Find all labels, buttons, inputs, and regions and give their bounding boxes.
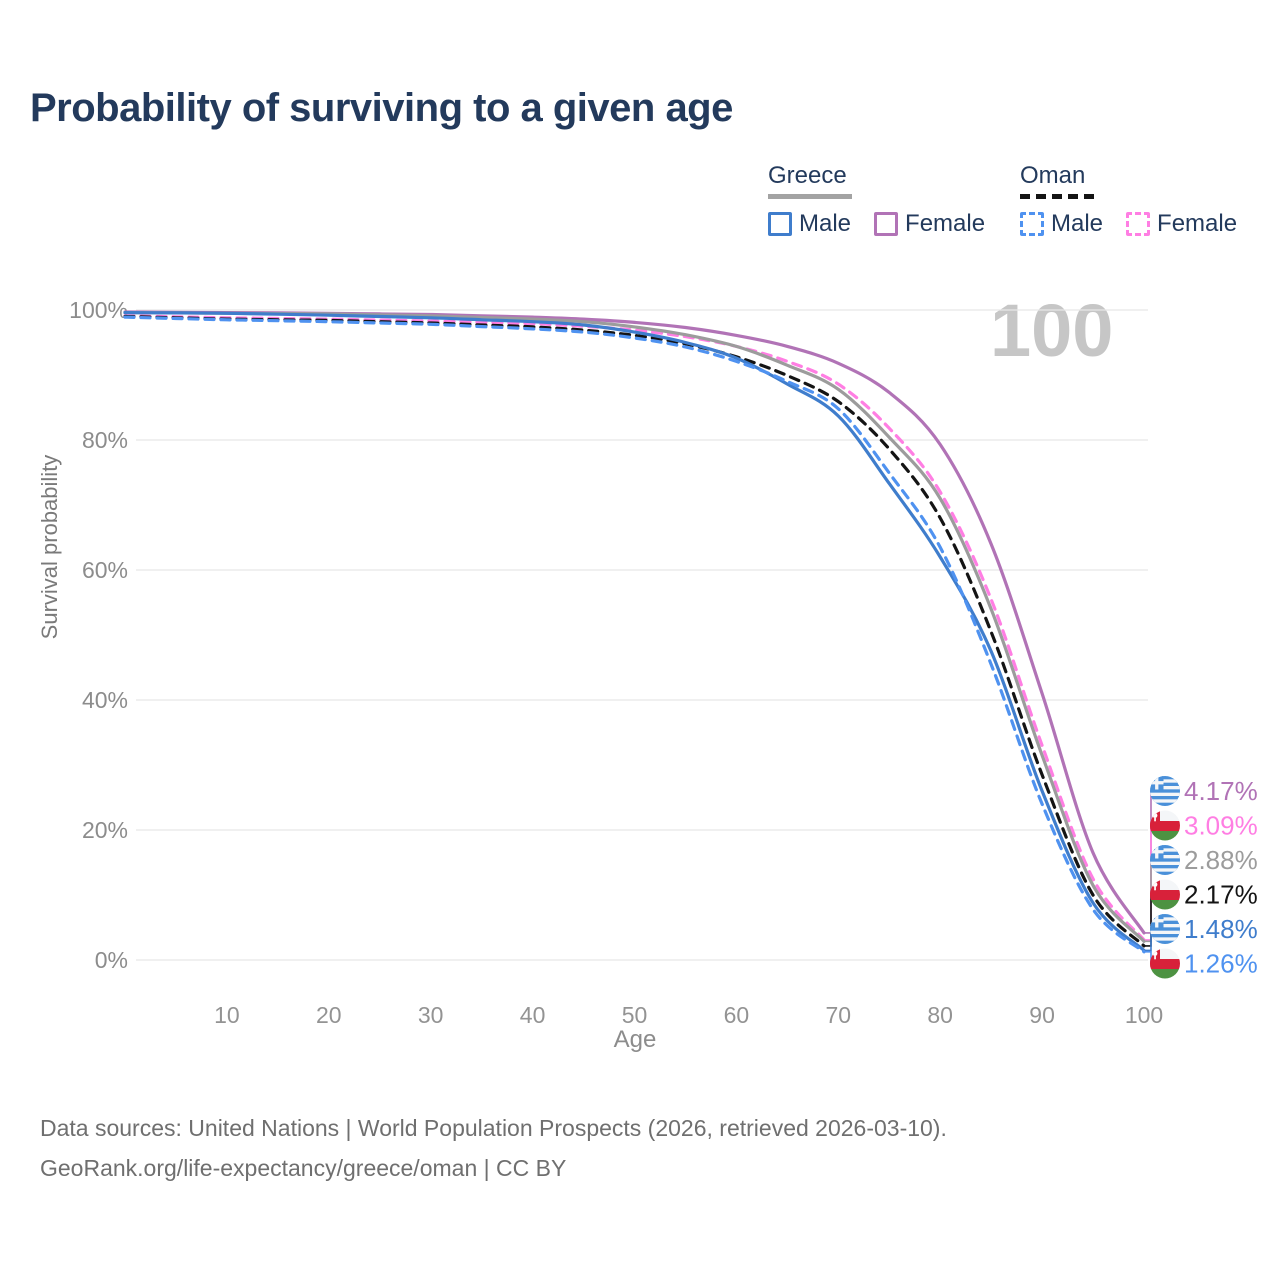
oman-flag-icon bbox=[1150, 948, 1180, 979]
greece-flag-icon bbox=[1150, 845, 1180, 875]
page-title: Probability of surviving to a given age bbox=[30, 86, 733, 130]
x-tick-70: 70 bbox=[826, 1002, 852, 1028]
end-label-value-oman_female: 3.09% bbox=[1184, 811, 1258, 841]
y-axis-title: Survival probability bbox=[37, 454, 62, 640]
end-label-greece_male: 1.48% bbox=[1145, 914, 1258, 952]
end-label-greece_total: 2.88% bbox=[1145, 845, 1258, 943]
legend-label-greece-male[interactable]: Male bbox=[799, 210, 852, 237]
y-tick-20: 20% bbox=[82, 817, 128, 843]
x-tick-20: 20 bbox=[316, 1002, 342, 1028]
oman-flag-icon bbox=[1150, 810, 1180, 841]
legend-checkbox-oman-female[interactable] bbox=[1126, 212, 1151, 236]
footer-data-sources: Data sources: United Nations | World Pop… bbox=[40, 1115, 947, 1141]
x-tick-40: 40 bbox=[520, 1002, 546, 1028]
legend-linestyle-oman bbox=[1020, 194, 1094, 199]
age-watermark: 100 bbox=[990, 289, 1114, 372]
legend-country-oman[interactable]: Oman bbox=[1020, 162, 1086, 189]
legend-checkbox-oman-male[interactable] bbox=[1020, 212, 1044, 236]
series-line-greece_male[interactable] bbox=[123, 311, 1146, 952]
x-tick-60: 60 bbox=[724, 1002, 750, 1028]
y-tick-60: 60% bbox=[82, 557, 128, 583]
y-tick-0: 0% bbox=[95, 947, 128, 973]
legend-checkbox-greece-male[interactable] bbox=[768, 212, 792, 236]
footer-attribution-link: GeoRank.org/life-expectancy/greece/oman … bbox=[40, 1155, 567, 1181]
x-tick-100: 100 bbox=[1125, 1002, 1163, 1028]
footer: Data sources: United Nations | World Pop… bbox=[40, 1108, 947, 1188]
end-label-oman_total: 2.17% bbox=[1145, 879, 1258, 947]
x-axis-title: Age bbox=[613, 1026, 657, 1053]
oman-flag-icon bbox=[1150, 879, 1180, 910]
end-label-value-greece_female: 4.17% bbox=[1184, 776, 1258, 806]
x-tick-90: 90 bbox=[1029, 1002, 1055, 1028]
y-tick-80: 80% bbox=[82, 427, 128, 453]
end-label-value-oman_male: 1.26% bbox=[1184, 949, 1258, 979]
end-label-value-oman_total: 2.17% bbox=[1184, 880, 1258, 910]
legend-group-oman: Oman Male Female bbox=[1020, 162, 1253, 238]
y-tick-40: 40% bbox=[82, 687, 128, 713]
x-tick-30: 30 bbox=[418, 1002, 444, 1028]
legend-label-oman-male[interactable]: Male bbox=[1051, 210, 1104, 237]
y-tick-100: 100% bbox=[69, 297, 128, 323]
series-line-oman_male[interactable] bbox=[123, 315, 1146, 954]
series-line-oman_total[interactable] bbox=[123, 314, 1146, 948]
end-label-value-greece_male: 1.48% bbox=[1184, 914, 1258, 944]
legend-linestyle-greece bbox=[768, 194, 852, 199]
legend-checkbox-greece-female[interactable] bbox=[874, 212, 899, 236]
legend-group-greece: Greece Male Female bbox=[768, 162, 1001, 238]
series-line-greece_female[interactable] bbox=[123, 310, 1146, 935]
greece-flag-icon bbox=[1150, 776, 1180, 806]
end-label-value-greece_total: 2.88% bbox=[1184, 845, 1258, 875]
greece-flag-icon bbox=[1150, 914, 1180, 944]
end-label-oman_male: 1.26% bbox=[1145, 948, 1258, 979]
legend-label-oman-female[interactable]: Female bbox=[1157, 210, 1238, 237]
series-line-oman_female[interactable] bbox=[123, 314, 1146, 942]
legend-country-greece[interactable]: Greece bbox=[768, 162, 847, 189]
series-line-greece_total[interactable] bbox=[123, 311, 1146, 943]
x-tick-50: 50 bbox=[622, 1002, 648, 1028]
legend-label-greece-female[interactable]: Female bbox=[905, 210, 986, 237]
x-tick-80: 80 bbox=[927, 1002, 953, 1028]
x-tick-10: 10 bbox=[214, 1002, 240, 1028]
